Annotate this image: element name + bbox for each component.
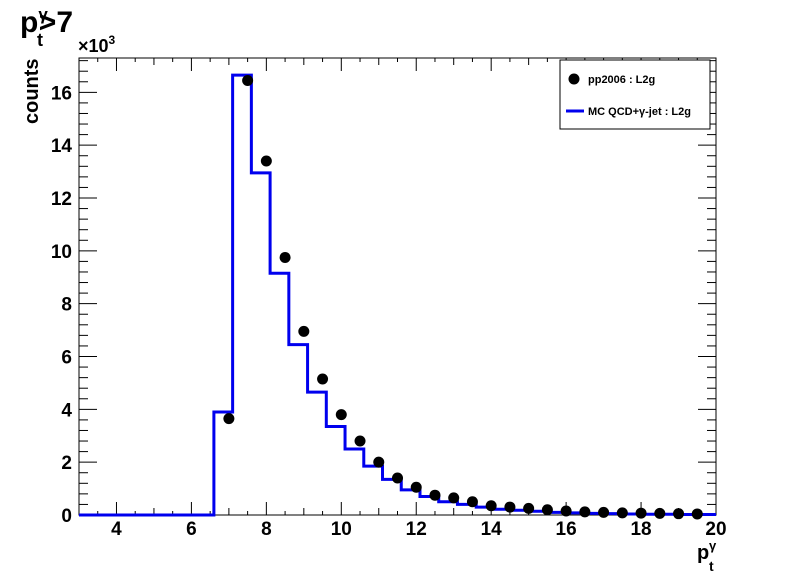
data-point — [579, 506, 591, 518]
data-point — [242, 74, 254, 86]
data-point — [410, 481, 422, 493]
y-tick-label: 2 — [61, 453, 72, 474]
legend-box — [559, 59, 711, 130]
data-point — [616, 507, 628, 519]
y-axis-label: counts — [21, 58, 43, 124]
svg-text:pγ>7: pγ>7 — [20, 5, 73, 39]
title-sup: γ — [38, 5, 48, 24]
chart-title: pγ>7 t — [20, 5, 73, 50]
y-tick-label: 14 — [51, 136, 73, 157]
x-tick-label: 10 — [331, 519, 352, 540]
y-tick-label: 8 — [61, 295, 72, 316]
data-point — [392, 472, 403, 484]
data-point — [279, 251, 291, 263]
data-point — [317, 373, 329, 385]
y-multiplier-base: ×10 — [78, 36, 109, 56]
mc-series — [79, 73, 716, 517]
axis-tick-labels: 4 6 8 10 12 14 16 18 20 0 2 4 6 8 10 12 14 16 — [51, 83, 727, 540]
title-base: p — [20, 6, 38, 39]
data-point — [260, 155, 272, 167]
legend-label-data: pp2006 : L2g — [588, 74, 655, 86]
data-point — [598, 506, 610, 518]
data-point — [223, 413, 235, 425]
data-point — [560, 505, 572, 517]
y-tick-label: 4 — [61, 400, 72, 421]
data-series — [223, 74, 703, 520]
x-tick-label: 20 — [705, 519, 726, 540]
xlabel-sub: t — [709, 558, 714, 572]
x-tick-label: 14 — [481, 519, 503, 540]
data-point — [673, 508, 685, 520]
data-point — [335, 409, 347, 421]
mc-step-line — [79, 73, 716, 517]
data-point — [429, 489, 441, 501]
x-tick-label: 8 — [261, 519, 272, 540]
data-point — [523, 502, 535, 514]
legend: pp2006 : L2g MC QCD+γ-jet : L2g — [559, 59, 711, 130]
title-sub: t — [37, 30, 43, 50]
data-point — [504, 501, 516, 513]
axis-ticks — [78, 58, 717, 516]
data-point — [541, 504, 553, 516]
title-suffix: >7 — [39, 6, 73, 39]
y-tick-label: 0 — [61, 506, 72, 527]
x-axis-label: p γ t — [697, 538, 717, 572]
data-point — [485, 500, 497, 512]
xlabel-sup: γ — [709, 538, 717, 553]
data-point — [691, 508, 703, 520]
x-tick-label: 18 — [630, 519, 651, 540]
x-tick-label: 6 — [186, 519, 197, 540]
y-tick-label: 6 — [61, 348, 72, 369]
legend-label-mc: MC QCD+γ-jet : L2g — [588, 106, 691, 118]
y-tick-label: 12 — [51, 189, 72, 210]
data-point — [466, 496, 478, 508]
data-point — [654, 507, 666, 519]
xlabel-base: p — [697, 542, 709, 564]
data-point — [448, 492, 460, 504]
legend-marker-data — [568, 73, 580, 85]
y-multiplier-exp: 3 — [109, 33, 116, 47]
data-point — [354, 435, 366, 447]
y-tick-label: 16 — [51, 83, 72, 104]
x-tick-label: 12 — [406, 519, 427, 540]
data-point — [635, 507, 647, 519]
y-tick-label: 10 — [51, 242, 72, 263]
y-multiplier: ×103 — [78, 33, 116, 56]
x-tick-label: 4 — [111, 519, 122, 540]
data-point — [373, 456, 385, 468]
data-point — [298, 325, 310, 337]
x-tick-label: 16 — [556, 519, 577, 540]
